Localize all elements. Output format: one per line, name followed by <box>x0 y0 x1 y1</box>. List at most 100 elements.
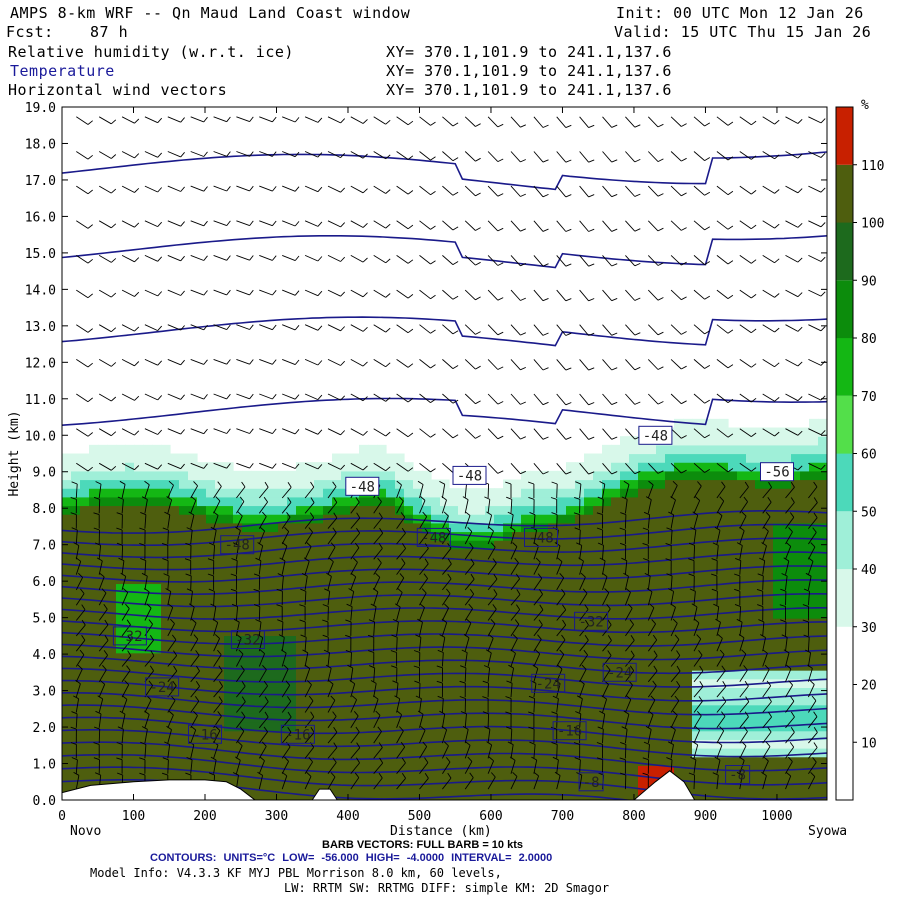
wind-barb <box>98 428 112 437</box>
rh-fill-cell <box>638 548 648 559</box>
rh-fill-cell <box>548 540 558 550</box>
rh-fill-cell <box>755 462 765 472</box>
rh-fill-cell <box>809 730 819 740</box>
wind-barb <box>556 483 558 499</box>
rh-fill-cell <box>728 791 738 800</box>
wind-barb <box>396 428 409 438</box>
rh-fill-cell <box>755 609 765 619</box>
wind-barb <box>167 639 177 652</box>
rh-fill-cell <box>134 583 144 593</box>
rh-fill-cell <box>674 470 684 481</box>
rh-fill-cell <box>710 618 720 628</box>
rh-fill-cell <box>683 496 693 507</box>
rh-fill-cell <box>539 592 549 602</box>
rh-fill-cell <box>80 531 90 541</box>
rh-fill-cell <box>629 704 639 714</box>
wind-barb <box>167 393 181 400</box>
rh-fill-cell <box>269 600 279 611</box>
wind-barb <box>464 116 476 127</box>
rh-fill-cell <box>116 626 126 637</box>
rh-fill-cell <box>314 488 324 498</box>
rh-fill-cell <box>584 774 594 784</box>
wind-barb-flag <box>235 756 241 761</box>
rh-fill-cell <box>710 791 720 800</box>
rh-fill-cell <box>251 696 261 706</box>
wind-barb-flag <box>345 619 352 623</box>
wind-barb <box>419 516 428 529</box>
rh-fill-cell <box>674 687 684 697</box>
rh-fill-cell <box>296 592 306 602</box>
rh-fill-cell <box>719 470 729 481</box>
rh-fill-cell <box>188 479 198 489</box>
wind-barb-flag <box>542 401 549 406</box>
wind-barb <box>373 185 386 194</box>
rh-fill-cell <box>692 540 702 550</box>
rh-fill-cell <box>368 566 378 576</box>
wind-barb <box>167 591 172 606</box>
rh-fill-cell <box>62 600 72 611</box>
rh-fill-cell <box>593 618 603 628</box>
rh-fill-cell <box>638 696 648 706</box>
rh-fill-cell <box>350 618 360 628</box>
rh-fill-cell <box>287 713 297 723</box>
wind-barb-flag <box>93 527 100 531</box>
wind-barb-flag <box>195 681 200 687</box>
wind-barb-flag <box>173 650 178 656</box>
wind-barb-flag <box>507 741 514 746</box>
rh-fill-cell <box>404 522 414 533</box>
wind-barb <box>98 359 112 367</box>
rh-fill-cell <box>620 635 630 645</box>
rh-fill-cell <box>80 548 90 559</box>
rh-fill-cell <box>125 522 135 533</box>
rh-fill-cell <box>692 652 702 662</box>
wind-barb <box>75 483 78 499</box>
rh-fill-cell <box>746 522 756 533</box>
wind-barb <box>396 220 409 230</box>
rh-fill-cell <box>683 661 693 671</box>
rh-fill-cell <box>350 765 360 775</box>
rh-fill-cell <box>647 540 657 550</box>
rh-fill-cell <box>665 592 675 602</box>
rh-fill-cell <box>629 574 639 585</box>
rh-fill-cell <box>62 670 72 680</box>
wind-barb <box>327 116 341 124</box>
wind-barb-flag <box>575 711 581 715</box>
rh-fill-cell <box>602 479 612 489</box>
wind-barb-flag <box>263 726 268 733</box>
rh-fill-cell <box>368 765 378 775</box>
rh-fill-cell <box>485 791 495 800</box>
rh-fill-cell <box>359 635 369 645</box>
rh-fill-cell <box>332 488 342 498</box>
rh-fill-cell <box>692 618 702 628</box>
rh-fill-cell <box>323 670 333 680</box>
rh-fill-cell <box>800 713 810 723</box>
rh-fill-cell <box>269 557 279 567</box>
rh-fill-cell <box>269 592 279 602</box>
rh-fill-cell <box>530 713 540 723</box>
wind-barb <box>419 151 431 161</box>
rh-fill-cell <box>746 618 756 628</box>
rh-fill-cell <box>566 635 576 645</box>
rh-fill-cell <box>809 609 819 619</box>
rh-fill-cell <box>440 548 450 559</box>
rh-fill-cell <box>314 748 324 758</box>
wind-barb-flag <box>93 742 100 745</box>
wind-barb-flag <box>215 726 221 731</box>
rh-fill-cell <box>665 713 675 723</box>
rh-fill-cell <box>107 514 117 524</box>
wind-barb <box>190 220 204 227</box>
rh-fill-cell <box>404 661 414 671</box>
rh-fill-cell <box>296 514 306 524</box>
wind-barb-flag <box>565 263 572 267</box>
rh-fill-cell <box>224 488 234 498</box>
rh-fill-cell <box>143 514 153 524</box>
rh-fill-cell <box>251 678 261 688</box>
rh-fill-cell <box>611 791 621 800</box>
rh-fill-cell <box>701 479 711 489</box>
rh-fill-cell <box>764 713 774 723</box>
rh-fill-cell <box>107 678 117 688</box>
rh-fill-cell <box>791 436 801 446</box>
wind-barb-flag <box>111 396 117 402</box>
rh-fill-cell <box>377 739 387 749</box>
rh-fill-cell <box>611 548 621 559</box>
